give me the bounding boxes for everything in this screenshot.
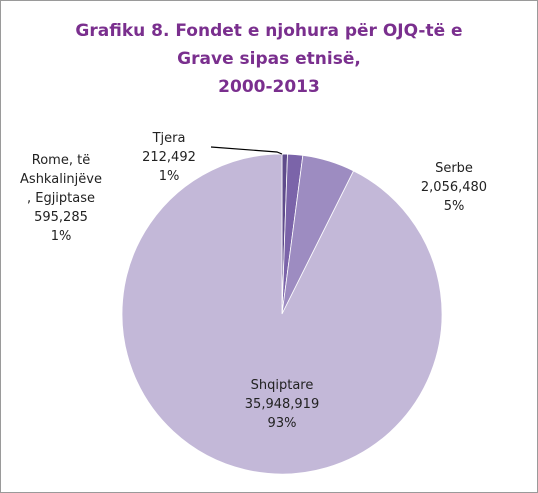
leader-line — [210, 146, 283, 155]
data-label: Serbe 2,056,480 5% — [409, 159, 499, 216]
chart-title: Grafiku 8. Fondet e njohura për OJQ-të e… — [1, 17, 537, 101]
pie-slice — [121, 153, 443, 475]
data-label: Shqiptare 35,948,919 93% — [222, 376, 342, 433]
label-percent: 5% — [443, 199, 465, 214]
label-percent: 1% — [50, 229, 72, 244]
data-label: Rome, të Ashkalinjëve , Egjiptase 595,285… — [19, 151, 103, 246]
title-line: Grafiku 8. Fondet e njohura për OJQ-të e — [75, 21, 463, 41]
label-name: Tjera — [152, 131, 186, 146]
label-value: 595,285 — [34, 210, 88, 225]
label-value: 2,056,480 — [420, 180, 488, 195]
title-line: Grave sipas etnisë, — [177, 49, 361, 69]
label-value: 212,492 — [142, 150, 196, 165]
title-line: 2000-2013 — [218, 77, 320, 97]
label-value: 35,948,919 — [244, 397, 320, 412]
label-name: Rome, të Ashkalinjëve , Egjiptase — [20, 153, 102, 206]
label-percent: 93% — [267, 416, 297, 431]
label-name: Shqiptare — [250, 378, 314, 393]
label-name: Serbe — [435, 161, 473, 176]
data-label: Tjera 212,492 1% — [129, 129, 209, 186]
label-percent: 1% — [158, 169, 180, 184]
